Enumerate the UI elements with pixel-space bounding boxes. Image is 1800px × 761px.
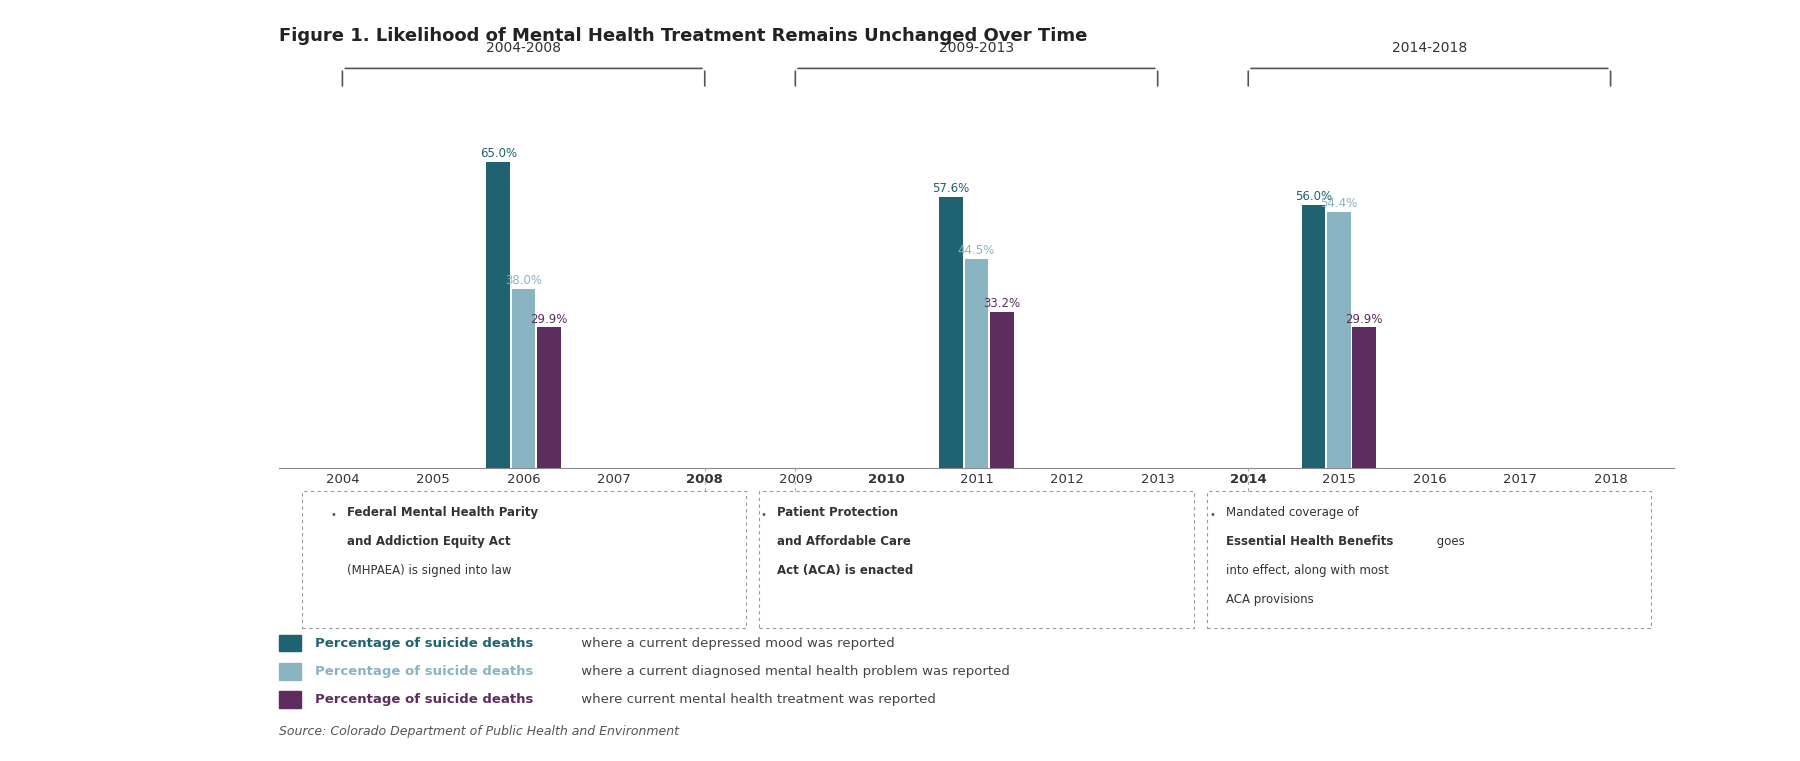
Bar <box>965 259 988 468</box>
Text: Essential Health Benefits: Essential Health Benefits <box>1226 535 1393 548</box>
Text: into effect, along with most: into effect, along with most <box>1226 564 1388 577</box>
Text: Federal Mental Health Parity: Federal Mental Health Parity <box>347 506 538 519</box>
Text: Percentage of suicide deaths: Percentage of suicide deaths <box>315 693 533 706</box>
Text: and Affordable Care: and Affordable Care <box>778 535 911 548</box>
Text: 38.0%: 38.0% <box>506 275 542 288</box>
Text: 56.0%: 56.0% <box>1294 189 1332 202</box>
Bar <box>511 289 535 468</box>
Text: Patient Protection: Patient Protection <box>778 506 898 519</box>
Text: 44.5%: 44.5% <box>958 244 995 256</box>
Text: 2004-2008: 2004-2008 <box>486 41 562 55</box>
Text: where a current depressed mood was reported: where a current depressed mood was repor… <box>578 636 895 650</box>
Text: 54.4%: 54.4% <box>1319 197 1357 210</box>
Text: •: • <box>761 510 767 520</box>
Text: Percentage of suicide deaths: Percentage of suicide deaths <box>315 664 533 678</box>
Text: 2014-2018: 2014-2018 <box>1391 41 1467 55</box>
Text: and Addiction Equity Act: and Addiction Equity Act <box>347 535 511 548</box>
Text: Mandated coverage of: Mandated coverage of <box>1226 506 1359 519</box>
Text: •: • <box>331 510 337 520</box>
Bar <box>940 197 963 468</box>
Text: Act (ACA) is enacted: Act (ACA) is enacted <box>778 564 913 577</box>
Bar <box>1327 212 1350 468</box>
Text: goes: goes <box>1433 535 1465 548</box>
Text: ACA provisions: ACA provisions <box>1226 593 1314 606</box>
Text: where a current diagnosed mental health problem was reported: where a current diagnosed mental health … <box>578 664 1010 678</box>
Bar <box>536 327 562 468</box>
Text: where current mental health treatment was reported: where current mental health treatment wa… <box>578 693 936 706</box>
Text: (MHPAEA) is signed into law: (MHPAEA) is signed into law <box>347 564 511 577</box>
Bar <box>990 312 1013 468</box>
Text: 33.2%: 33.2% <box>983 297 1021 310</box>
Text: Figure 1. Likelihood of Mental Health Treatment Remains Unchanged Over Time: Figure 1. Likelihood of Mental Health Tr… <box>279 27 1087 45</box>
Text: Percentage of suicide deaths: Percentage of suicide deaths <box>315 636 533 650</box>
Bar <box>486 162 509 468</box>
Text: •: • <box>1210 510 1215 520</box>
Text: 65.0%: 65.0% <box>479 148 517 161</box>
Text: Source: Colorado Department of Public Health and Environment: Source: Colorado Department of Public He… <box>279 725 679 738</box>
Text: 29.9%: 29.9% <box>1346 313 1382 326</box>
Bar <box>1352 327 1375 468</box>
Text: 29.9%: 29.9% <box>531 313 567 326</box>
Text: 57.6%: 57.6% <box>932 182 970 196</box>
Bar <box>1301 205 1325 468</box>
Text: 2009-2013: 2009-2013 <box>940 41 1013 55</box>
